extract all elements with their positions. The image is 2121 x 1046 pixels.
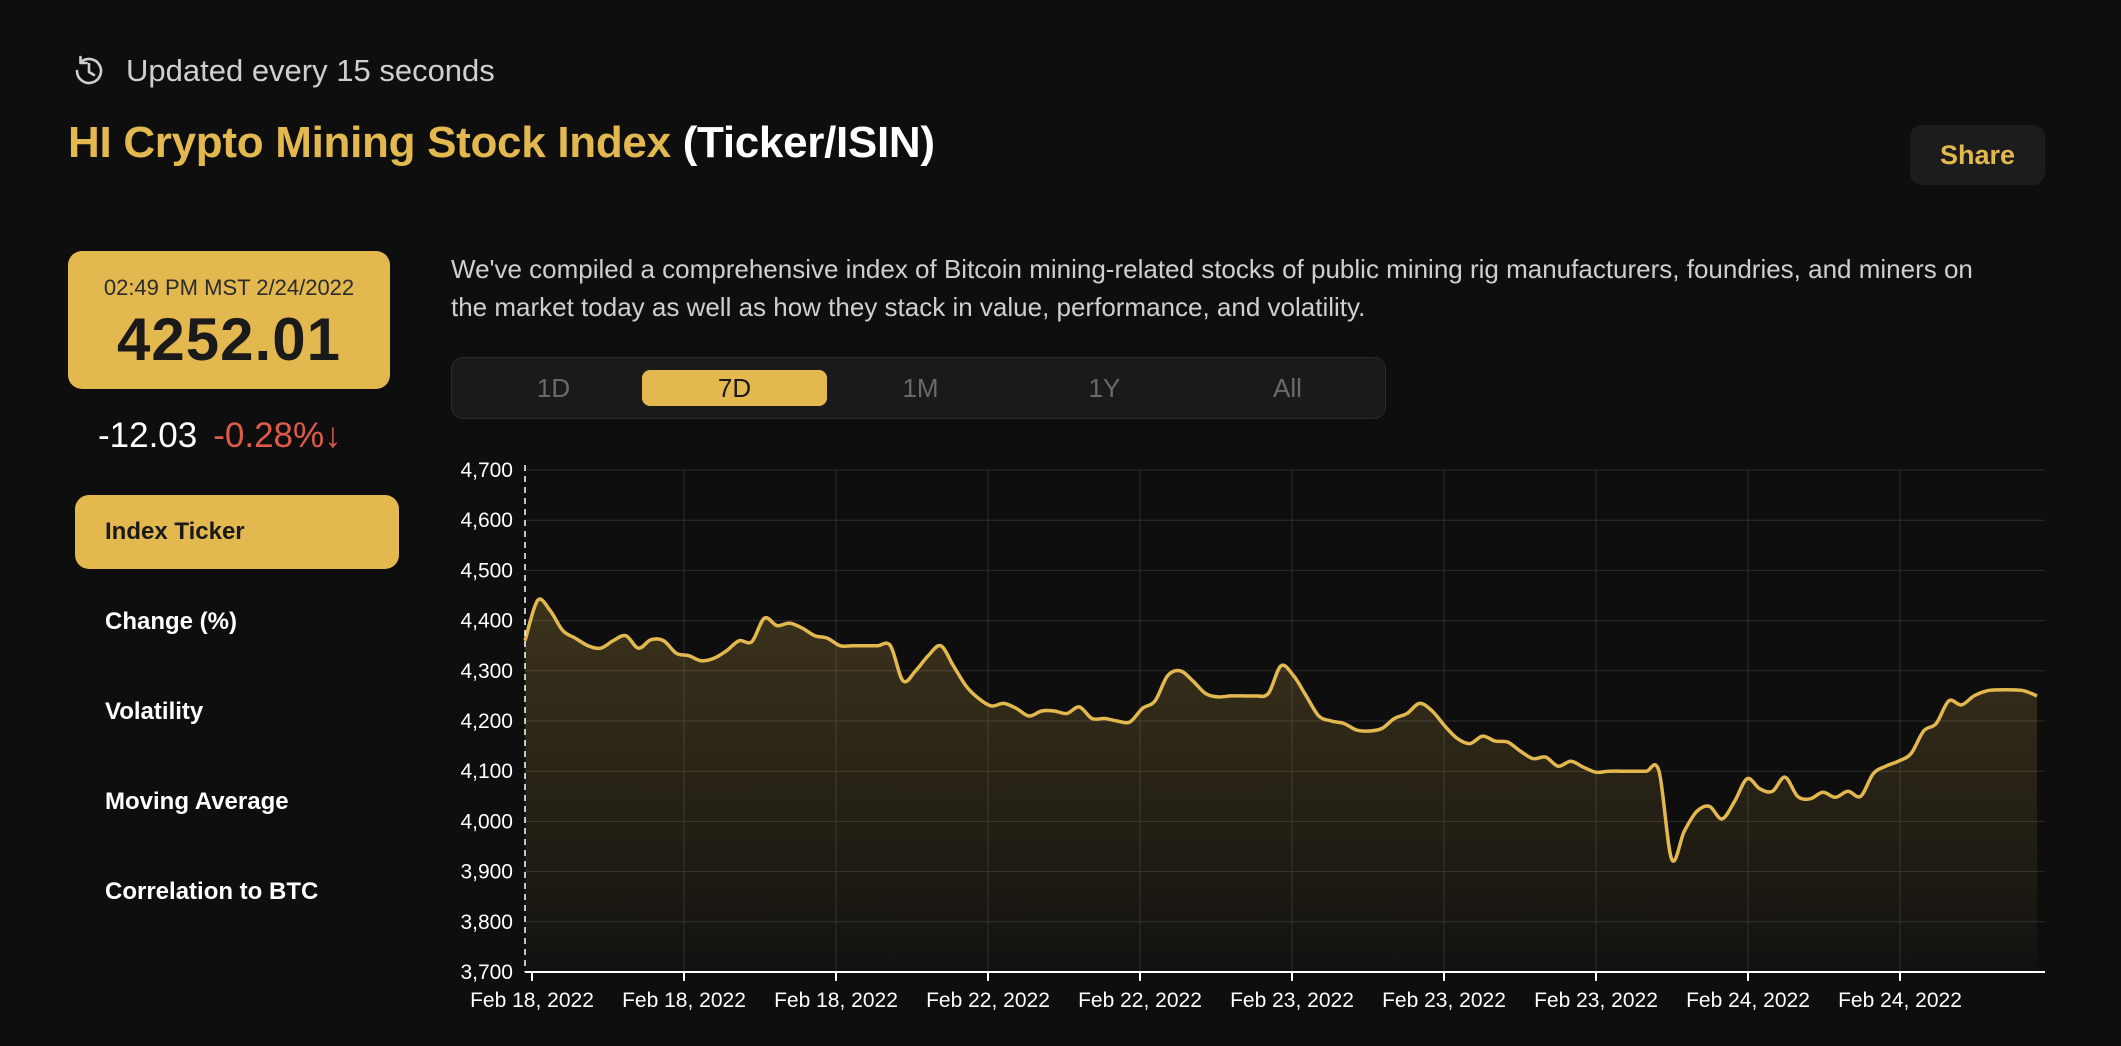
y-tick-label: 4,300 — [460, 660, 513, 683]
price-area-fill — [525, 599, 2037, 972]
tab-1d[interactable]: 1D — [536, 373, 571, 403]
x-tick-label: Feb 18, 2022 — [470, 989, 594, 1012]
sidebar-item-label: Volatility — [105, 698, 204, 725]
price-chart: 4,700 4,600 4,500 4,400 4,300 4,200 4,100 4,000… — [460, 459, 2045, 1012]
x-tick-label: Feb 24, 2022 — [1686, 989, 1810, 1012]
sidebar-item-volatility[interactable]: Volatility — [75, 675, 399, 749]
y-tick-label: 3,900 — [460, 861, 513, 884]
x-tick-label: Feb 23, 2022 — [1534, 989, 1658, 1012]
y-tick-label: 3,700 — [460, 961, 513, 984]
index-name: HI Crypto Mining Stock Index — [68, 118, 671, 167]
x-tick-label: Feb 18, 2022 — [622, 989, 746, 1012]
sidebar-item-correlation-btc[interactable]: Correlation to BTC — [75, 855, 399, 929]
price-value: 4252.01 — [117, 306, 341, 373]
price-change: -12.03 -0.28%↓ — [98, 416, 342, 456]
price-series-line — [523, 597, 2038, 863]
y-tick-label: 4,100 — [460, 760, 513, 783]
y-tick-label: 4,700 — [460, 459, 513, 482]
y-tick-label: 4,400 — [460, 610, 513, 633]
tab-7d[interactable]: 7D — [642, 370, 827, 406]
sidebar-item-index-ticker[interactable]: Index Ticker — [75, 495, 399, 569]
sidebar-item-moving-average[interactable]: Moving Average — [75, 765, 399, 839]
x-tick-label: Feb 23, 2022 — [1382, 989, 1506, 1012]
y-tick-label: 4,000 — [460, 810, 513, 833]
y-tick-label: 4,500 — [460, 559, 513, 582]
updated-text: Updated every 15 seconds — [126, 53, 495, 88]
y-tick-label: 4,600 — [460, 509, 513, 532]
sidebar-item-label: Moving Average — [105, 788, 289, 815]
x-tick-label: Feb 18, 2022 — [774, 989, 898, 1012]
sidebar-item-label: Correlation to BTC — [105, 878, 319, 905]
index-description: We've compiled a comprehensive index of … — [451, 254, 1973, 322]
tab-1y[interactable]: 1Y — [1088, 373, 1121, 403]
change-percent: -0.28%↓ — [213, 416, 342, 455]
sidebar-item-change[interactable]: Change (%) — [75, 585, 399, 659]
x-tick-label: Feb 22, 2022 — [926, 989, 1050, 1012]
x-tick-label: Feb 23, 2022 — [1230, 989, 1354, 1012]
refresh-clock-icon — [75, 55, 103, 85]
change-absolute: -12.03 — [98, 416, 198, 455]
y-tick-label: 4,200 — [460, 710, 513, 733]
sidebar-item-label: Change (%) — [105, 608, 237, 635]
ticker-label: (Ticker/ISIN) — [682, 118, 935, 167]
y-tick-label: 3,800 — [460, 911, 513, 934]
sidebar-item-label: Index Ticker — [105, 518, 245, 545]
update-status: Updated every 15 seconds — [68, 50, 495, 92]
x-tick-label: Feb 22, 2022 — [1078, 989, 1202, 1012]
tab-all[interactable]: All — [1273, 373, 1302, 403]
page-title: HI Crypto Mining Stock Index (Ticker/ISI… — [68, 118, 935, 168]
x-tick-label: Feb 24, 2022 — [1838, 989, 1962, 1012]
share-button[interactable]: Share — [1910, 125, 2045, 185]
tab-1m[interactable]: 1M — [902, 373, 939, 403]
price-card: 02:49 PM MST 2/24/2022 4252.01 — [68, 251, 390, 389]
time-range-selector: 1D 7D 1M 1Y All — [451, 357, 1386, 419]
price-timestamp: 02:49 PM MST 2/24/2022 — [103, 275, 355, 300]
